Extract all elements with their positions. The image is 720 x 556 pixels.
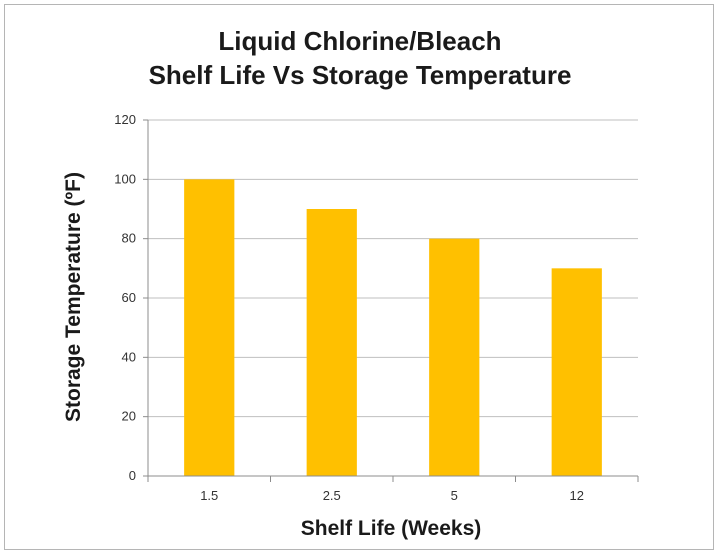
y-tick-label: 120	[114, 112, 136, 127]
bar	[306, 209, 357, 476]
y-tick-label: 40	[122, 349, 136, 364]
bar	[551, 268, 602, 476]
axes	[143, 119, 639, 482]
chart-title: Liquid Chlorine/Bleach	[218, 26, 502, 56]
y-tick-label: 60	[122, 290, 136, 305]
bar	[429, 238, 480, 476]
x-tick-labels: 1.5 2.5 5 12	[200, 488, 584, 503]
y-tick-label: 20	[122, 409, 136, 424]
y-tick-label: 80	[122, 231, 136, 246]
y-tick-label: 0	[129, 468, 136, 483]
y-tick-labels: 0 20 40 60 80 100 120	[114, 112, 136, 483]
x-tick-label: 2.5	[323, 488, 341, 503]
x-tick-label: 1.5	[200, 488, 218, 503]
y-axis-label: Storage Temperature (ºF)	[62, 172, 85, 422]
bar	[184, 179, 235, 477]
x-tick-label: 5	[451, 488, 458, 503]
x-tick-label: 12	[570, 488, 584, 503]
chart-subtitle: Shelf Life Vs Storage Temperature	[148, 60, 572, 90]
y-tick-label: 100	[114, 171, 136, 186]
bars	[184, 179, 602, 477]
x-axis-label: Shelf Life (Weeks)	[301, 517, 482, 540]
